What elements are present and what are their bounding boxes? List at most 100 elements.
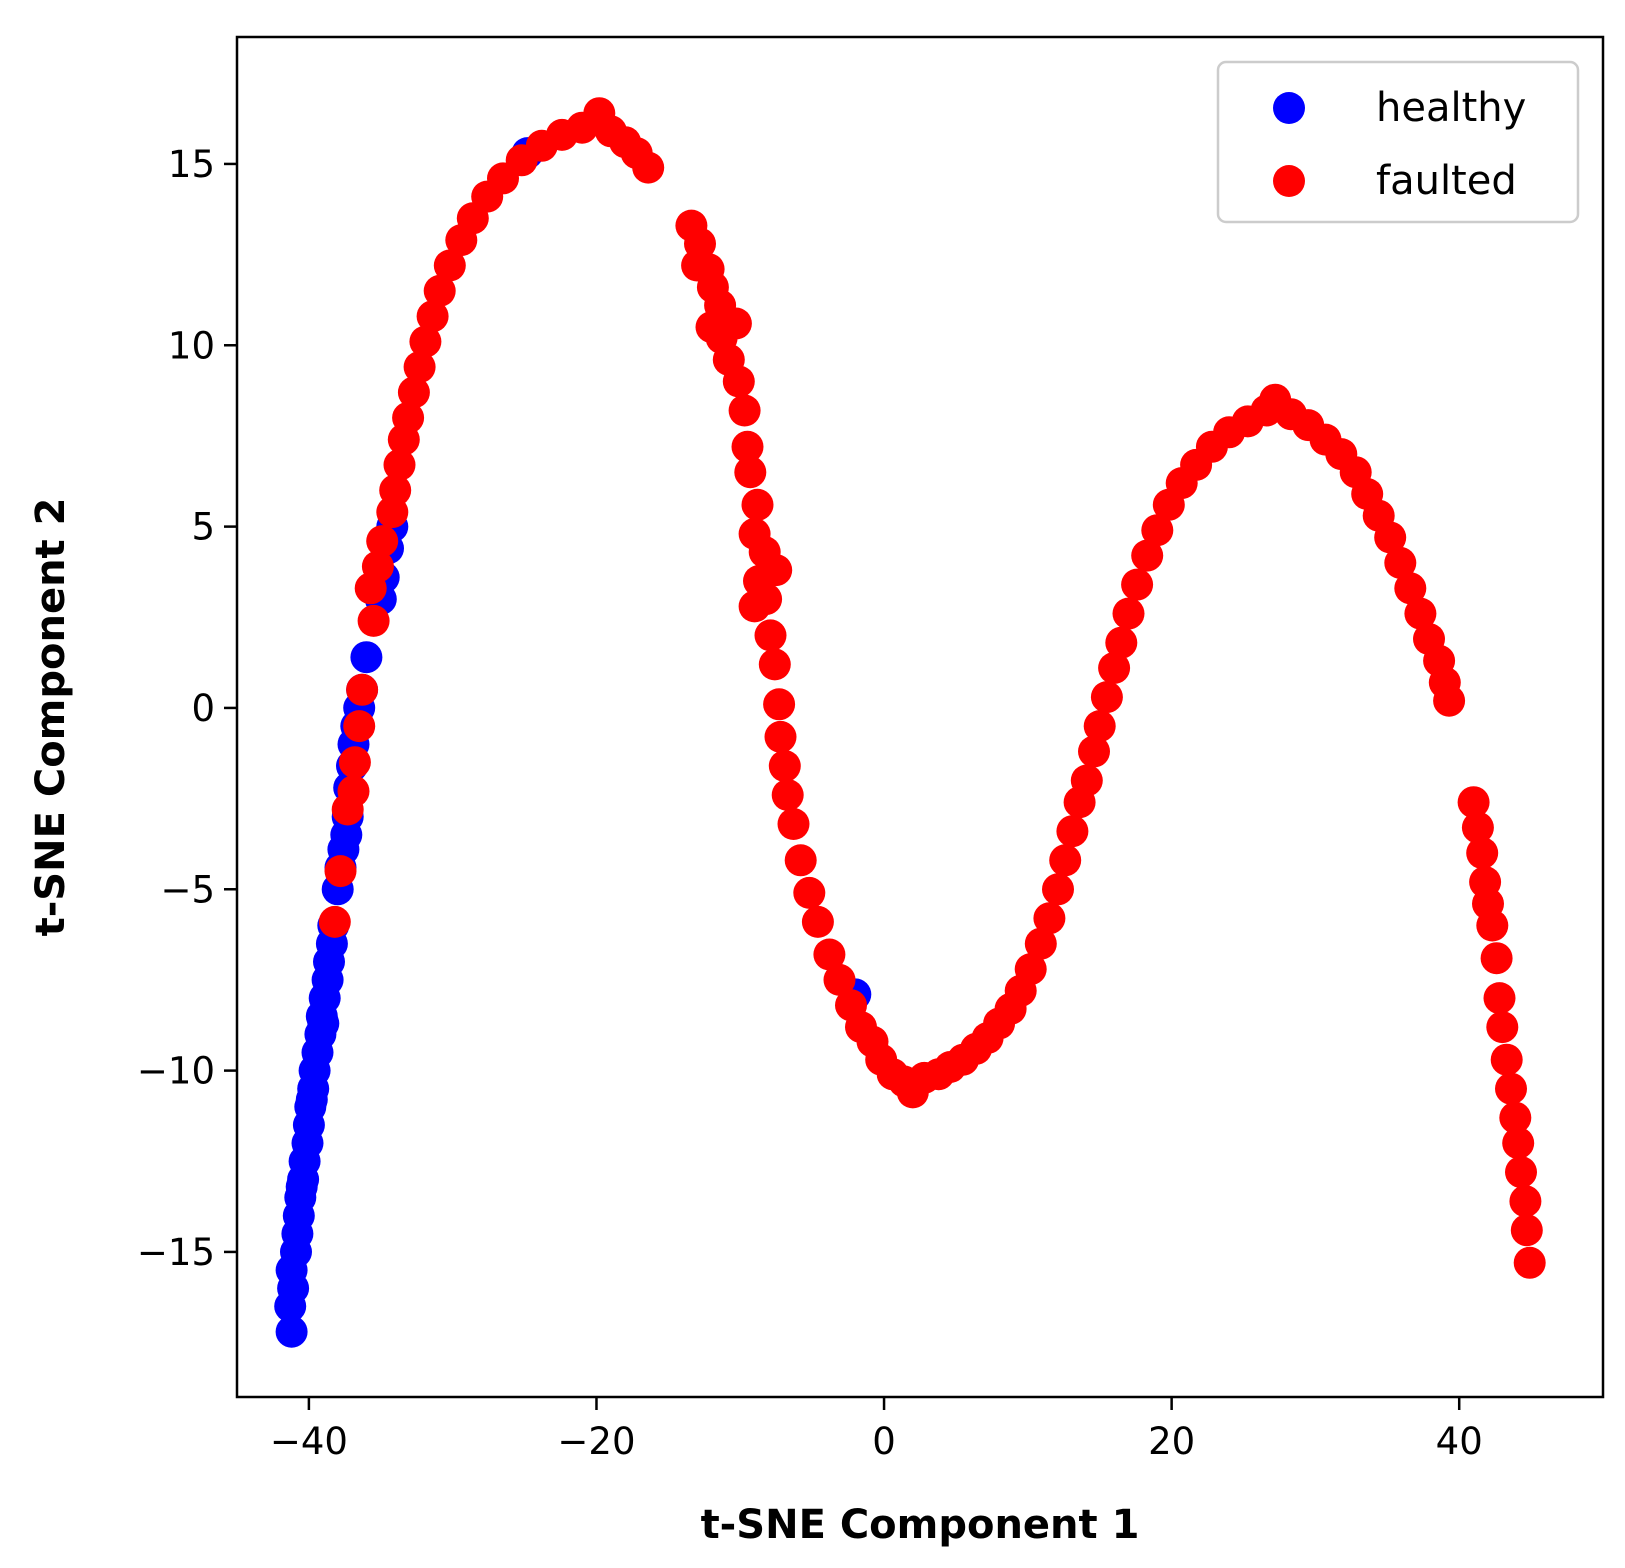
- y-tick-label-5: 10: [168, 324, 215, 367]
- point-faulted-117: [1384, 546, 1417, 579]
- point-faulted-99: [1131, 539, 1164, 572]
- y-tick-label-6: 15: [168, 143, 215, 186]
- points-layer: [274, 97, 1546, 1348]
- point-faulted-137: [1505, 1156, 1537, 1189]
- point-faulted-20: [423, 274, 456, 307]
- y-tick-label-2: −5: [160, 868, 215, 911]
- point-faulted-19: [416, 300, 449, 333]
- y-tick-label-3: 0: [191, 687, 215, 730]
- point-faulted-10: [366, 525, 399, 558]
- point-faulted-45: [722, 365, 755, 398]
- point-faulted-67: [823, 963, 856, 996]
- point-healthy-43: [307, 1007, 340, 1040]
- legend-label-healthy: healthy: [1376, 85, 1526, 131]
- point-faulted-9: [361, 550, 394, 583]
- point-faulted-93: [1083, 710, 1116, 743]
- point-faulted-97: [1112, 597, 1145, 630]
- point-faulted-47: [731, 430, 764, 463]
- point-faulted-48: [734, 456, 767, 489]
- point-faulted-88: [1049, 844, 1082, 877]
- point-faulted-136: [1502, 1127, 1535, 1160]
- point-faulted-12: [379, 474, 412, 507]
- point-faulted-58: [763, 688, 796, 721]
- point-faulted-100: [1141, 514, 1174, 547]
- point-faulted-91: [1070, 764, 1103, 797]
- legend: healthy faulted: [1216, 60, 1580, 224]
- point-faulted-94: [1090, 681, 1123, 714]
- point-faulted-125: [1461, 811, 1494, 844]
- point-faulted-34: [632, 151, 665, 184]
- point-faulted-57: [758, 648, 791, 681]
- point-faulted-17: [403, 351, 436, 383]
- point-faulted-131: [1483, 982, 1516, 1015]
- point-faulted-55: [738, 590, 771, 623]
- point-faulted-18: [409, 325, 442, 358]
- point-faulted-116: [1374, 521, 1407, 554]
- y-axis-title: t-SNE Component 2: [28, 498, 74, 937]
- point-healthy-42: [295, 1083, 328, 1116]
- point-faulted-140: [1513, 1246, 1546, 1279]
- point-faulted-119: [1404, 597, 1437, 630]
- point-faulted-6: [346, 673, 379, 706]
- point-faulted-46: [728, 394, 761, 427]
- y-tick-label-0: −15: [137, 1231, 215, 1274]
- point-faulted-13: [383, 448, 416, 481]
- point-faulted-65: [801, 905, 834, 938]
- x-tick-label-4: 40: [1436, 1420, 1483, 1463]
- point-faulted-59: [764, 720, 797, 753]
- point-faulted-87: [1042, 873, 1074, 906]
- point-faulted-61: [771, 779, 804, 811]
- point-faulted-86: [1033, 902, 1066, 935]
- point-faulted-96: [1105, 626, 1138, 659]
- ticks-layer: −40 −20 0 20 40 −15 −10 −5 0 5 10 15: [137, 143, 1483, 1463]
- point-faulted-95: [1098, 652, 1131, 684]
- point-faulted-126: [1466, 837, 1499, 869]
- point-faulted-0: [318, 905, 351, 938]
- point-faulted-135: [1499, 1101, 1532, 1134]
- point-faulted-84: [1014, 953, 1047, 986]
- point-faulted-49: [741, 488, 774, 521]
- point-faulted-124: [1457, 786, 1490, 819]
- y-tick-label-4: 5: [191, 506, 215, 549]
- point-faulted-53: [760, 554, 793, 587]
- point-faulted-56: [754, 619, 787, 652]
- point-faulted-21: [433, 249, 466, 282]
- point-faulted-89: [1056, 815, 1089, 848]
- point-faulted-1: [324, 855, 357, 888]
- legend-marker-faulted: [1273, 165, 1305, 197]
- point-faulted-63: [784, 844, 817, 877]
- plot-area-frame: [235, 35, 1605, 1399]
- point-faulted-60: [768, 750, 801, 782]
- point-faulted-92: [1078, 735, 1110, 768]
- point-healthy-34: [350, 641, 383, 674]
- point-faulted-16: [397, 376, 430, 409]
- point-faulted-118: [1394, 572, 1427, 605]
- x-tick-label-2: 0: [872, 1420, 896, 1463]
- point-faulted-129: [1476, 909, 1509, 942]
- point-healthy-0: [275, 1315, 308, 1348]
- legend-marker-healthy: [1273, 92, 1305, 124]
- point-faulted-98: [1121, 568, 1154, 601]
- point-faulted-64: [793, 876, 826, 909]
- point-faulted-66: [813, 938, 846, 971]
- point-faulted-123: [1433, 684, 1466, 717]
- x-tick-label-1: −20: [557, 1420, 635, 1463]
- point-faulted-130: [1480, 942, 1513, 975]
- point-healthy-41: [285, 1170, 318, 1203]
- point-faulted-138: [1509, 1185, 1542, 1218]
- point-faulted-139: [1510, 1214, 1543, 1247]
- point-faulted-62: [777, 808, 810, 840]
- x-axis-title: t-SNE Component 1: [701, 1502, 1140, 1548]
- legend-box: [1216, 60, 1580, 224]
- point-faulted-3: [337, 775, 370, 808]
- x-tick-label-0: −40: [270, 1420, 348, 1463]
- point-faulted-5: [343, 710, 376, 743]
- point-faulted-85: [1024, 927, 1057, 960]
- point-faulted-15: [392, 401, 425, 434]
- point-faulted-132: [1486, 1011, 1519, 1044]
- legend-label-faulted: faulted: [1376, 158, 1517, 204]
- point-faulted-134: [1495, 1072, 1527, 1105]
- point-faulted-4: [338, 746, 371, 779]
